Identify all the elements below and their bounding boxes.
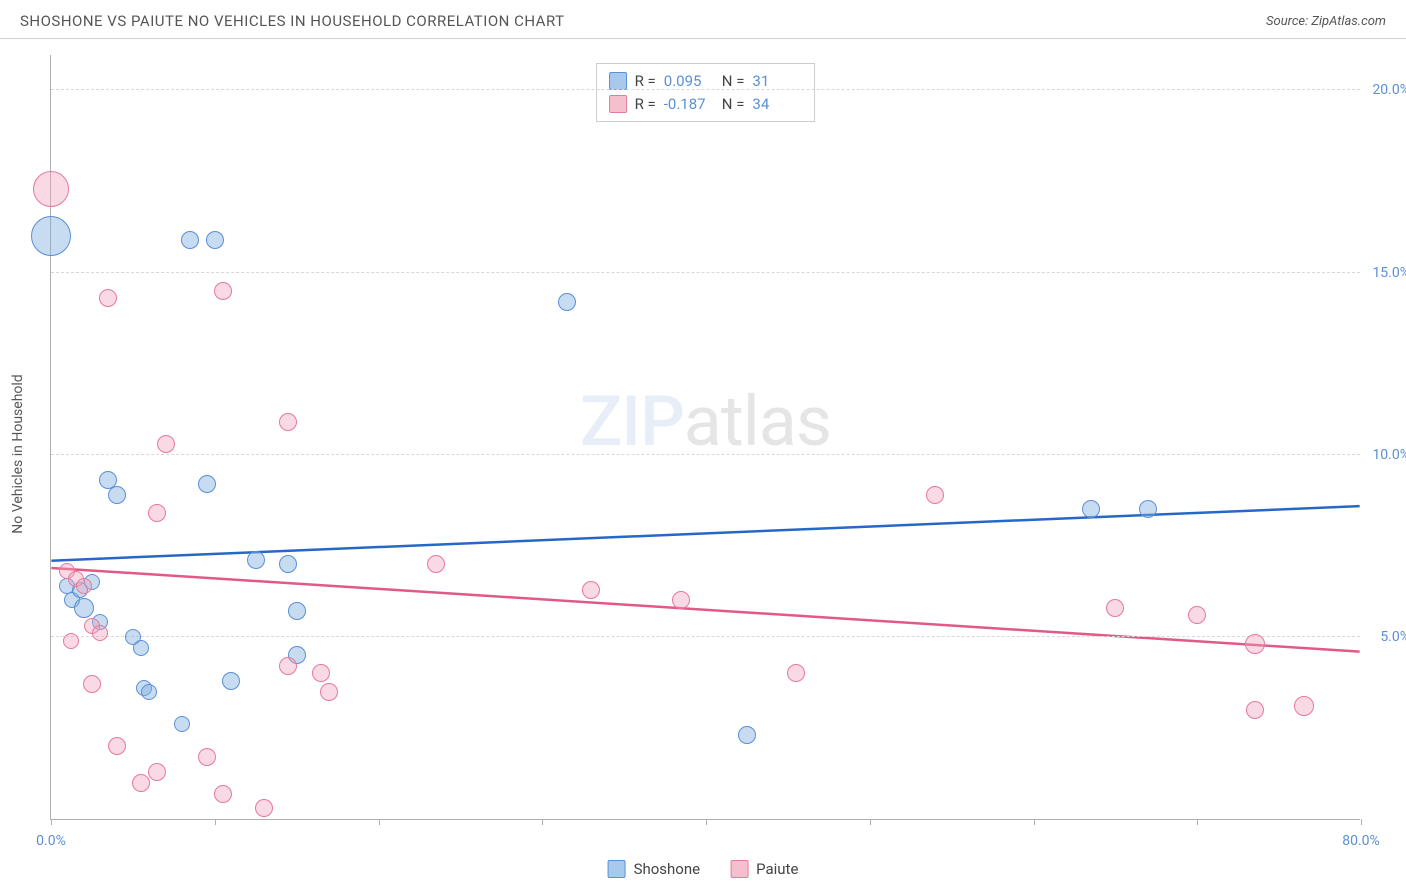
data-point — [582, 581, 600, 599]
data-point — [76, 578, 92, 594]
data-point — [558, 293, 576, 311]
data-point — [787, 664, 805, 682]
x-tick — [51, 819, 52, 825]
data-point — [288, 602, 306, 620]
legend-label: Shoshone — [634, 860, 701, 878]
data-point — [92, 625, 108, 641]
watermark: ZIPatlas — [580, 381, 831, 463]
chart-header: SHOSHONE VS PAIUTE NO VEHICLES IN HOUSEH… — [0, 0, 1406, 39]
legend-item-shoshone: Shoshone — [608, 860, 701, 878]
correlation-stats-box: R = 0.095 N = 31 R = -0.187 N = 34 — [596, 63, 816, 122]
data-point — [148, 763, 166, 781]
data-point — [926, 486, 944, 504]
data-point — [279, 555, 297, 573]
data-point — [157, 435, 175, 453]
legend-item-paiute: Paiute — [730, 860, 798, 878]
data-point — [132, 774, 150, 792]
y-tick-label: 10.0% — [1365, 447, 1406, 463]
swatch-blue-icon — [609, 72, 627, 90]
x-tick-label: 0.0% — [36, 833, 66, 849]
x-tick — [215, 819, 216, 825]
data-point — [206, 231, 224, 249]
data-point — [133, 640, 149, 656]
swatch-pink-icon — [730, 860, 748, 878]
r-value: -0.187 — [664, 93, 714, 116]
y-tick-label: 15.0% — [1365, 265, 1406, 281]
x-tick — [870, 819, 871, 825]
data-point — [141, 684, 157, 700]
swatch-pink-icon — [609, 95, 627, 113]
data-point — [198, 475, 216, 493]
data-point — [214, 785, 232, 803]
gridline — [51, 454, 1360, 455]
scatter-plot-area: ZIPatlas R = 0.095 N = 31 R = -0.187 N =… — [50, 55, 1360, 820]
x-tick — [706, 819, 707, 825]
data-point — [279, 657, 297, 675]
data-point — [1246, 701, 1264, 719]
y-tick-label: 20.0% — [1365, 82, 1406, 98]
data-point — [1139, 500, 1157, 518]
data-point — [174, 716, 190, 732]
data-point — [312, 664, 330, 682]
gridline — [51, 272, 1360, 273]
source-attribution: Source: ZipAtlas.com — [1266, 14, 1386, 29]
data-point — [63, 633, 79, 649]
data-point — [255, 799, 273, 817]
trend-lines-svg — [51, 55, 1360, 819]
y-tick-label: 5.0% — [1365, 629, 1406, 645]
data-point — [108, 737, 126, 755]
data-point — [31, 216, 71, 256]
data-point — [427, 555, 445, 573]
data-point — [279, 413, 297, 431]
swatch-blue-icon — [608, 860, 626, 878]
data-point — [99, 289, 117, 307]
watermark-suffix: atlas — [684, 381, 831, 463]
data-point — [181, 231, 199, 249]
y-axis-title: No Vehicles in Household — [10, 374, 26, 533]
chart-title: SHOSHONE VS PAIUTE NO VEHICLES IN HOUSEH… — [20, 12, 565, 30]
gridline — [51, 636, 1360, 637]
data-point — [1106, 599, 1124, 617]
data-point — [83, 675, 101, 693]
data-point — [247, 551, 265, 569]
data-point — [672, 591, 690, 609]
data-point — [1294, 696, 1314, 716]
x-tick — [542, 819, 543, 825]
x-tick — [379, 819, 380, 825]
watermark-prefix: ZIP — [580, 381, 684, 463]
x-tick — [1034, 819, 1035, 825]
x-tick — [1197, 819, 1198, 825]
data-point — [1188, 606, 1206, 624]
n-label: N = — [722, 93, 745, 116]
data-point — [148, 504, 166, 522]
legend-label: Paiute — [756, 860, 798, 878]
gridline — [51, 89, 1360, 90]
data-point — [738, 726, 756, 744]
data-point — [1082, 500, 1100, 518]
trend-line — [51, 568, 1359, 652]
data-point — [198, 748, 216, 766]
series-legend: Shoshone Paiute — [608, 860, 799, 878]
data-point — [1245, 634, 1265, 654]
stat-row-paiute: R = -0.187 N = 34 — [609, 93, 803, 116]
data-point — [108, 486, 126, 504]
n-value: 34 — [752, 93, 802, 116]
data-point — [320, 683, 338, 701]
data-point — [222, 672, 240, 690]
data-point — [33, 171, 69, 207]
x-tick-label: 80.0% — [1342, 833, 1380, 849]
trend-line — [51, 506, 1359, 561]
data-point — [214, 282, 232, 300]
x-tick — [1361, 819, 1362, 825]
r-label: R = — [635, 93, 656, 116]
data-point — [74, 598, 94, 618]
